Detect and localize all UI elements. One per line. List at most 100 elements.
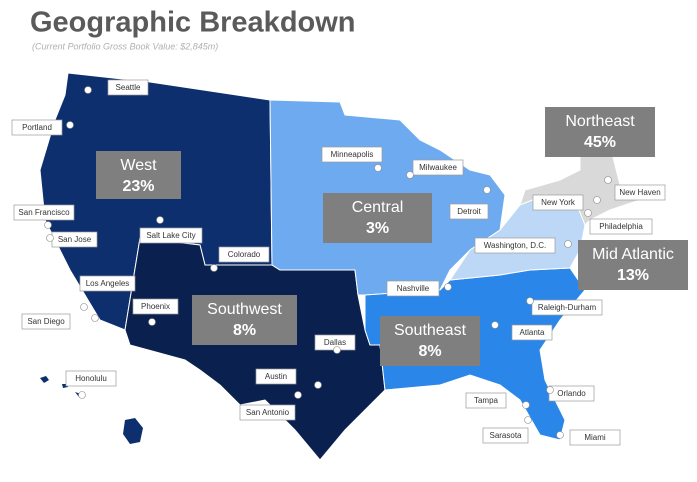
city-label-box (11, 119, 63, 136)
city-label-box (386, 280, 440, 297)
city-label: San Jose (58, 235, 92, 244)
city-label-box (569, 429, 621, 446)
city-dot (314, 381, 322, 389)
city-dot (406, 171, 414, 179)
region-name: Mid Atlantic (592, 246, 674, 263)
city-label-box (589, 218, 653, 235)
city-label-box (474, 237, 556, 254)
city-label-box (132, 298, 179, 315)
city-label-box (511, 324, 553, 341)
city-label: Atlanta (520, 328, 545, 337)
city-dot (524, 416, 532, 424)
city-dot (491, 321, 499, 329)
region-name: Southwest (207, 301, 282, 318)
city-label: Tampa (474, 396, 499, 405)
city-label: Colorado (228, 250, 261, 259)
city-dot (593, 196, 601, 204)
city-label: Orlando (557, 389, 586, 398)
region-box (578, 240, 688, 290)
city-label-box (13, 204, 75, 221)
city-dot (46, 234, 54, 242)
city-label: New Haven (619, 188, 660, 197)
city-label-box (321, 146, 383, 163)
city-label: Dallas (324, 338, 346, 347)
region-name: Northeast (565, 113, 635, 130)
region-share: 45% (584, 134, 616, 151)
region-box (192, 295, 297, 345)
city-dot (584, 209, 592, 217)
city-dot (80, 303, 88, 311)
city-label: Portland (22, 123, 52, 132)
city-label-box (412, 159, 464, 176)
region-share: 23% (122, 178, 154, 195)
city-dot (44, 221, 52, 229)
city-label: Los Angeles (86, 279, 130, 288)
city-label-box (465, 392, 507, 409)
city-label: San Antonio (246, 408, 290, 417)
city-label-box (79, 275, 136, 292)
city-dot (91, 314, 99, 322)
region-share: 8% (418, 343, 441, 360)
city-label-box (614, 184, 666, 201)
city-dot (148, 318, 156, 326)
region-share: 8% (233, 322, 256, 339)
city-dot (556, 431, 564, 439)
region-box (96, 151, 181, 199)
city-label: Milwaukee (419, 163, 457, 172)
city-label: Sarasota (489, 431, 522, 440)
hawaii (40, 376, 143, 444)
city-dot (66, 121, 74, 129)
city-dot (84, 86, 92, 94)
region-name: Southeast (394, 322, 467, 339)
city-label-box (482, 427, 529, 444)
city-label: Detroit (457, 207, 481, 216)
city-label: San Diego (27, 317, 65, 326)
city-label-box (532, 194, 584, 211)
subtitle: (Current Portfolio Gross Book Value: $2,… (32, 41, 218, 51)
region-box (323, 193, 432, 243)
city-dot (483, 186, 491, 194)
city-dot (444, 283, 452, 291)
city-label: San Francisco (18, 208, 70, 217)
city-dot (374, 164, 382, 172)
city-label: Austin (265, 372, 287, 381)
city-label: Philadelphia (599, 222, 643, 231)
city-label-box (139, 227, 203, 244)
city-label: Phoenix (141, 302, 170, 311)
city-label-box (65, 370, 117, 387)
city-dot (604, 176, 612, 184)
city-dot (156, 216, 164, 224)
city-label: Minneapolis (331, 150, 374, 159)
city-dot (564, 240, 572, 248)
city-label-box (218, 246, 270, 263)
city-label-box (21, 313, 71, 330)
city-label: Raleigh-Durham (538, 303, 597, 312)
city-dot (210, 264, 218, 272)
city-dot (333, 346, 341, 354)
region-box (380, 316, 480, 366)
region-box (545, 107, 655, 157)
city-label: Salt Lake City (146, 231, 195, 240)
city-dot (546, 386, 554, 394)
region-share: 3% (366, 220, 389, 237)
region-share: 13% (617, 267, 649, 284)
title: Geographic Breakdown (30, 7, 356, 39)
city-label-box (255, 368, 297, 385)
region-name: West (120, 157, 157, 174)
city-label-box (531, 299, 603, 316)
city-dot (522, 401, 530, 409)
city-dot (526, 297, 534, 305)
city-label: New York (541, 198, 576, 207)
city-label: Nashville (397, 284, 430, 293)
city-label: Seattle (116, 83, 141, 92)
region-name: Central (352, 199, 404, 216)
city-label: Washington, D.C. (484, 241, 546, 250)
city-dot (294, 391, 302, 399)
city-label-box (449, 203, 489, 220)
city-dot (78, 391, 86, 399)
city-label: Honolulu (75, 374, 107, 383)
city-label-box (239, 404, 296, 421)
city-label-box (107, 79, 149, 96)
city-label: Miami (584, 433, 606, 442)
